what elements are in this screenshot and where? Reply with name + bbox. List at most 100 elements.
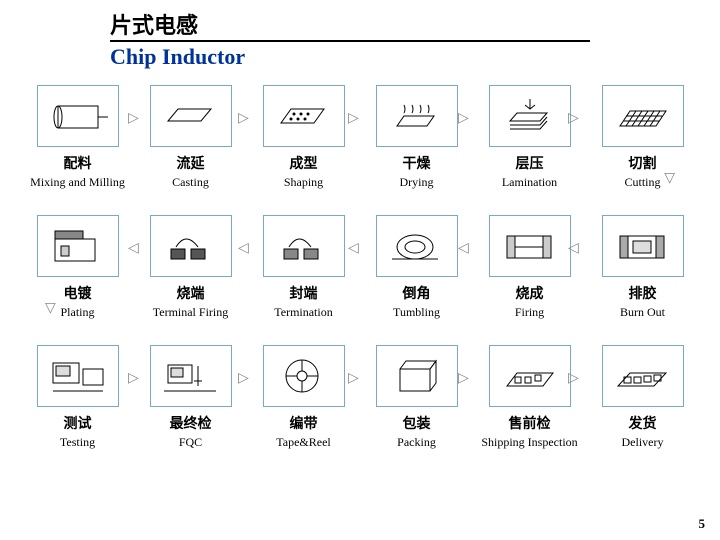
step-label-en: Lamination <box>502 175 557 190</box>
step-shaping: 成型 Shaping <box>256 85 351 190</box>
step-terminal-firing: 烧端 Terminal Firing <box>143 215 238 320</box>
step-tumbling: 倒角 Tumbling <box>369 215 464 320</box>
packing-icon <box>382 351 452 401</box>
termination-icon <box>269 221 339 271</box>
cutting-icon <box>608 91 678 141</box>
step-box <box>263 215 345 277</box>
lamination-icon <box>495 91 565 141</box>
step-label-cn: 成型 <box>290 153 318 173</box>
step-label-en: Plating <box>60 305 94 320</box>
step-box <box>489 85 571 147</box>
step-label-en: Shaping <box>284 175 323 190</box>
step-casting: 流延 Casting <box>143 85 238 190</box>
title-english: Chip Inductor <box>110 40 590 70</box>
testing-icon <box>43 351 113 401</box>
step-label-cn: 电镀 <box>64 283 92 303</box>
step-label-cn: 排胶 <box>629 283 657 303</box>
step-label-cn: 流延 <box>177 153 205 173</box>
step-label-cn: 层压 <box>516 153 544 173</box>
step-label-en: Shipping Inspection <box>481 435 577 450</box>
step-label-cn: 切割 <box>629 153 657 173</box>
shaping-icon <box>269 91 339 141</box>
step-box <box>150 215 232 277</box>
step-box <box>150 345 232 407</box>
title-chinese: 片式电感 <box>110 8 690 40</box>
step-box <box>602 85 684 147</box>
tumbling-icon <box>382 221 452 271</box>
step-label-cn: 最终检 <box>170 413 212 433</box>
arrow-right-icon: ▷ <box>238 110 249 127</box>
step-label-en: Drying <box>400 175 434 190</box>
step-label-en: Tape&Reel <box>276 435 330 450</box>
step-box <box>602 215 684 277</box>
step-box <box>376 85 458 147</box>
casting-icon <box>156 91 226 141</box>
step-drying: 干燥 Drying <box>369 85 464 190</box>
arrow-down-icon: ▽ <box>45 300 56 317</box>
process-flow: 配料 Mixing and Milling ▷ 流延 Casting ▷ 成型 … <box>30 85 690 450</box>
arrow-right-icon: ▷ <box>128 370 139 387</box>
step-lamination: 层压 Lamination <box>482 85 577 190</box>
step-box <box>489 345 571 407</box>
flow-row-1: 配料 Mixing and Milling ▷ 流延 Casting ▷ 成型 … <box>30 85 690 190</box>
title-block: 片式电感 Chip Inductor <box>110 8 690 70</box>
terminal-firing-icon <box>156 221 226 271</box>
delivery-icon <box>608 351 678 401</box>
step-box <box>602 345 684 407</box>
step-box <box>37 215 119 277</box>
step-label-cn: 烧端 <box>177 283 205 303</box>
flow-row-3: 测试 Testing ▷ 最终检 FQC ▷ 编带 Tape&Reel ▷ 包装… <box>30 345 690 450</box>
step-fqc: 最终检 FQC <box>143 345 238 450</box>
step-box <box>376 215 458 277</box>
step-box <box>263 85 345 147</box>
step-label-cn: 封端 <box>290 283 318 303</box>
step-label-en: Testing <box>60 435 95 450</box>
step-label-en: Tumbling <box>393 305 440 320</box>
step-label-en: Cutting <box>624 175 660 190</box>
step-mixing: 配料 Mixing and Milling <box>30 85 125 190</box>
arrow-down-icon: ▽ <box>664 170 675 187</box>
step-shipping-inspection: 售前检 Shipping Inspection <box>482 345 577 450</box>
step-delivery: 发货 Delivery <box>595 345 690 450</box>
flow-row-2: 电镀 Plating ◁ 烧端 Terminal Firing ◁ 封端 Ter… <box>30 215 690 320</box>
step-termination: 封端 Termination <box>256 215 351 320</box>
step-label-cn: 售前检 <box>509 413 551 433</box>
step-label-cn: 配料 <box>64 153 92 173</box>
step-box <box>263 345 345 407</box>
step-label-en: Casting <box>172 175 209 190</box>
step-label-cn: 干燥 <box>403 153 431 173</box>
step-box <box>489 215 571 277</box>
step-box <box>376 345 458 407</box>
burnout-icon <box>608 221 678 271</box>
arrow-right-icon: ▷ <box>238 370 249 387</box>
arrow-left-icon: ◁ <box>128 240 139 257</box>
arrow-left-icon: ◁ <box>238 240 249 257</box>
step-label-en: Termination <box>274 305 332 320</box>
step-cutting: 切割 Cutting <box>595 85 690 190</box>
step-label-en: Delivery <box>622 435 664 450</box>
step-box <box>37 345 119 407</box>
fqc-icon <box>156 351 226 401</box>
step-label-en: Firing <box>515 305 544 320</box>
step-label-cn: 测试 <box>64 413 92 433</box>
firing-icon <box>495 221 565 271</box>
step-label-en: FQC <box>179 435 202 450</box>
step-testing: 测试 Testing <box>30 345 125 450</box>
step-label-en: Packing <box>397 435 436 450</box>
step-label-cn: 包装 <box>403 413 431 433</box>
page-number: 5 <box>699 516 706 532</box>
step-firing: 烧成 Firing <box>482 215 577 320</box>
mixing-icon <box>43 91 113 141</box>
plating-icon <box>43 221 113 271</box>
step-box <box>150 85 232 147</box>
step-label-en: Terminal Firing <box>153 305 228 320</box>
step-label-en: Burn Out <box>620 305 665 320</box>
tape-reel-icon <box>269 351 339 401</box>
step-burnout: 排胶 Burn Out <box>595 215 690 320</box>
step-label-cn: 编带 <box>290 413 318 433</box>
step-tape-reel: 编带 Tape&Reel <box>256 345 351 450</box>
step-label-cn: 倒角 <box>403 283 431 303</box>
step-label-en: Mixing and Milling <box>30 175 125 190</box>
arrow-right-icon: ▷ <box>128 110 139 127</box>
drying-icon <box>382 91 452 141</box>
